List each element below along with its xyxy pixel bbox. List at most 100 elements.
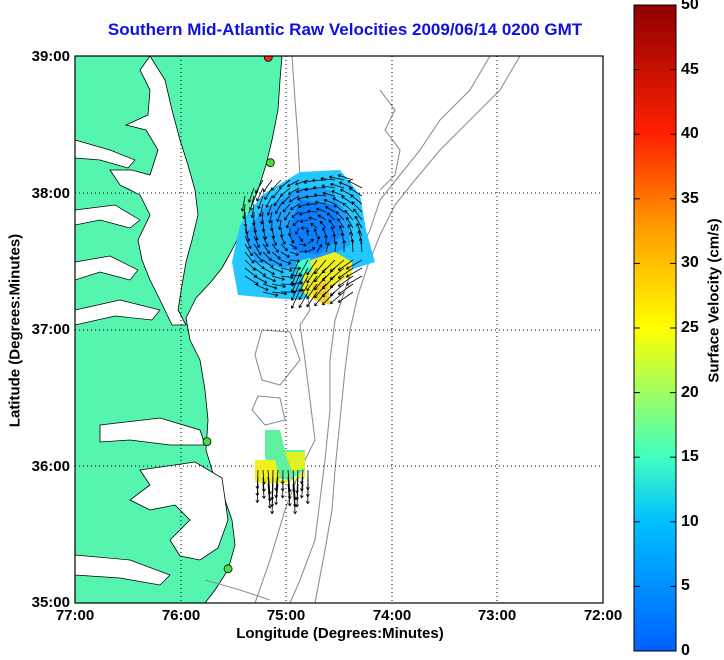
velocity-arrow [298,267,309,285]
colorbar-tick-label: 0 [681,642,690,659]
velocity-arrow [280,251,290,258]
velocity-arrow [280,235,286,245]
velocity-arrow [271,267,284,274]
velocity-arrow [346,275,363,286]
velocity-arrow [262,251,272,261]
velocity-arrow [295,227,300,235]
velocity-arrow [271,243,279,253]
velocity-arrow [290,275,300,293]
velocity-arrow [271,283,286,289]
velocity-arrow [346,216,354,229]
velocity-arrow [289,243,298,250]
colorbar-label: Surface Velocity (cm/s) [705,218,723,383]
velocity-arrow [305,483,310,505]
velocity-arrow [290,283,300,301]
radar-station-marker [223,564,233,574]
velocity-arrow [342,202,354,213]
velocity-arrow [306,259,318,276]
velocity-arrow [255,483,260,503]
velocity-arrow [358,237,363,253]
colorbar-tick-label: 45 [681,60,699,78]
velocity-arrow [337,283,354,295]
velocity-arrow [329,259,345,273]
velocity-arrow [298,283,309,301]
velocity-arrow [289,195,300,203]
velocity-field-south [255,430,305,484]
velocity-arrow [322,227,327,237]
radar-station-marker [265,158,275,168]
x-tick-label: 77:00 [55,607,95,624]
land-mass [75,56,283,603]
velocity-arrow [240,195,246,212]
velocity-arrow [341,195,354,205]
velocity-arrow [348,187,363,197]
plot-frame [74,55,604,604]
chesapeake-bay [109,56,199,326]
velocity-arrow [306,283,318,300]
velocity-arrow [271,251,281,260]
velocity-arrow [314,200,327,205]
y-tick-label: 36:00 [31,458,70,475]
velocity-arrow [305,195,318,199]
velocity-arrow [321,184,336,189]
y-tick-label: 39:00 [31,48,70,65]
x-tick-label: 75:00 [266,607,306,624]
velocity-arrow [340,232,345,245]
colorbar [633,4,677,652]
colorbar-tick-label: 50 [681,0,699,13]
velocity-arrow [322,191,336,197]
velocity-arrow [270,179,282,191]
velocity-arrow [273,195,282,207]
y-tick-label: 38:00 [31,185,70,202]
colorbar-tick-label: 5 [681,577,690,595]
velocity-arrow [332,233,337,245]
velocity-arrow [306,275,318,292]
velocity-arrow [290,203,300,211]
velocity-arrow [307,247,316,253]
velocity-arrow [313,193,327,197]
radar-stations [202,56,275,574]
velocity-arrow [292,483,297,515]
velocity-arrow [316,244,323,253]
velocity-arrow [353,208,363,221]
velocity-arrow [262,275,277,283]
velocity-arrow [287,227,292,237]
velocity-arrow [262,267,275,275]
velocity-arrow [298,259,309,277]
y-tick-label: 37:00 [31,321,70,338]
velocity-arrows [240,174,363,515]
velocity-arrow [329,283,345,297]
velocity-arrow [308,216,318,221]
velocity-arrow [337,218,345,229]
colorbar-tick-label: 10 [681,512,699,530]
colorbar-tick-label: 20 [681,383,699,401]
colorbar-tick-label: 30 [681,254,699,272]
velocity-arrow [350,239,355,253]
velocity-arrow [319,220,327,229]
velocity-arrow [314,267,327,283]
velocity-arrow [344,209,354,221]
velocity-arrow [272,187,282,199]
velocity-arrow [337,291,354,303]
velocity-arrow [266,203,273,216]
velocity-arrow [337,259,354,271]
velocity-arrow [337,275,354,287]
velocity-arrow [347,180,363,189]
velocity-arrow [263,179,273,193]
velocity-arrow [292,219,300,227]
velocity-arrow [253,235,260,249]
velocity-arrow [351,201,363,213]
velocity-arrow [244,251,255,264]
velocity-arrow [337,267,354,279]
colorbar-tick-label: 25 [681,319,699,336]
velocity-arrow [335,211,345,221]
velocity-arrow [254,179,264,194]
velocity-arrow [270,483,275,515]
velocity-arrow [262,283,278,290]
velocity-arrow [275,203,282,215]
velocity-arrow [264,187,273,200]
velocity-arrow [314,259,327,275]
y-axis-label: Latitude (Degrees:Minutes) [6,233,24,428]
velocity-arrow [253,243,262,256]
